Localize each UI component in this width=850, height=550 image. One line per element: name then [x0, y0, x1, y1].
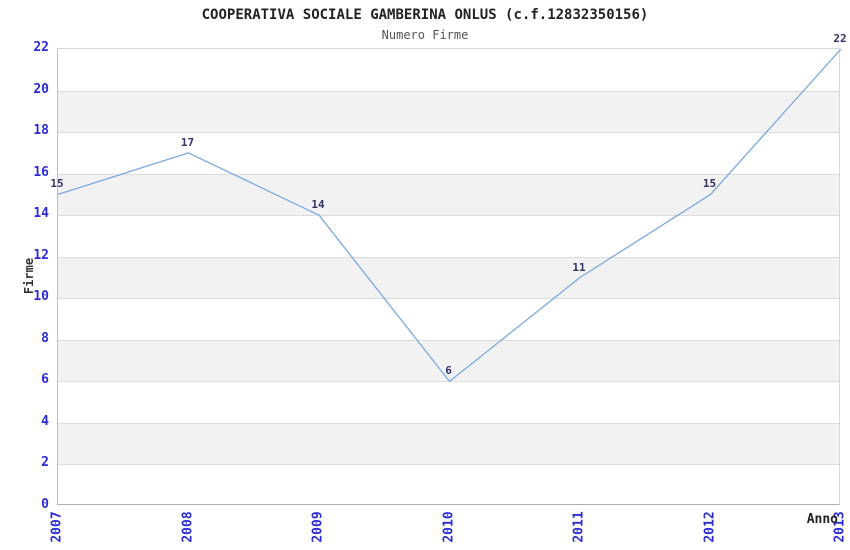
- chart-subtitle: Numero Firme: [381, 28, 469, 42]
- data-point-label: 11: [572, 260, 586, 274]
- y-tick-label: 20: [33, 81, 49, 97]
- x-tick-label: 2007: [49, 511, 65, 543]
- y-tick-label: 2: [41, 455, 49, 471]
- x-tick-label: 2012: [702, 511, 717, 543]
- gridline: [58, 464, 839, 466]
- gridline: [58, 173, 839, 175]
- gridline: [58, 422, 839, 424]
- y-tick-label: 8: [41, 330, 49, 346]
- plot-band: [58, 90, 839, 133]
- gridline: [58, 298, 839, 300]
- data-point-label: 6: [445, 364, 452, 378]
- gridline: [58, 90, 839, 92]
- data-point-label: 22: [833, 32, 847, 45]
- data-point-label: 15: [50, 177, 64, 191]
- plot-band: [58, 339, 839, 382]
- x-axis-title: Anno: [806, 512, 838, 527]
- gridline: [58, 256, 839, 258]
- data-point-label: 15: [702, 177, 717, 191]
- y-tick-label: 6: [41, 372, 49, 388]
- y-tick-label: 14: [33, 206, 49, 222]
- line-series-path: [57, 48, 842, 383]
- plot-band: [58, 256, 839, 299]
- gridline: [58, 215, 839, 217]
- y-tick-label: 10: [33, 289, 49, 305]
- data-point-label: 14: [311, 198, 325, 212]
- x-tick-label: 2010: [441, 511, 456, 543]
- plot-area: [57, 48, 842, 505]
- plot-band: [58, 422, 839, 465]
- line-series: [57, 48, 842, 383]
- y-tick-label: 0: [41, 497, 49, 512]
- y-tick-label: 18: [33, 123, 49, 139]
- y-tick-label: 22: [33, 40, 49, 55]
- x-tick-label: 2011: [571, 511, 587, 543]
- plot-band: [58, 173, 839, 216]
- y-tick-label: 4: [41, 413, 49, 429]
- x-tick-label: 2009: [310, 511, 326, 543]
- gridline: [58, 339, 839, 341]
- data-point-label: 17: [180, 135, 195, 149]
- y-tick-label: 16: [33, 164, 49, 180]
- gridline: [58, 381, 839, 383]
- y-tick-label: 12: [33, 247, 49, 263]
- x-tick-label: 2008: [180, 511, 195, 543]
- y-axis-title: Firme: [22, 257, 36, 295]
- gridline: [58, 132, 839, 134]
- chart-title: COOPERATIVA SOCIALE GAMBERINA ONLUS (c.f…: [201, 7, 649, 23]
